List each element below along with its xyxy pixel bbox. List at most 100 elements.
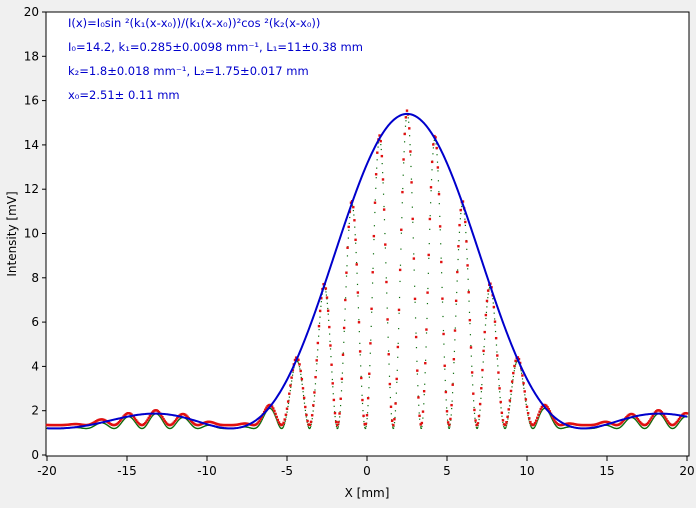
fit-point — [446, 407, 448, 409]
data-point — [494, 336, 498, 340]
data-point — [313, 391, 316, 394]
data-point — [394, 402, 397, 405]
fit-point — [357, 307, 360, 309]
fit-point — [509, 405, 511, 407]
fit-point — [146, 424, 148, 426]
data-point — [299, 369, 302, 373]
data-point — [499, 400, 502, 404]
fit-point — [455, 315, 457, 317]
fit-point — [399, 264, 402, 266]
fit-point — [389, 396, 392, 399]
fit-point — [483, 346, 485, 348]
x-axis: -20 -15 -10 -5 0 5 10 15 20 — [37, 456, 695, 478]
data-point — [304, 405, 307, 409]
data-point — [449, 417, 452, 421]
data-point — [524, 398, 528, 401]
fit-point — [162, 421, 164, 423]
fit-point — [273, 413, 275, 415]
fit-point — [488, 288, 490, 290]
fit-point — [467, 278, 469, 280]
data-point — [372, 234, 376, 238]
fit-point — [415, 347, 418, 349]
data-point — [545, 404, 548, 408]
fit-point — [540, 411, 542, 414]
data-point — [354, 238, 357, 242]
fit-point — [458, 239, 460, 242]
data-point — [675, 421, 678, 424]
fit-point — [145, 425, 147, 427]
fit-point — [388, 375, 391, 377]
fit-point — [346, 265, 348, 267]
fit-point — [313, 400, 315, 402]
fit-point — [539, 414, 541, 416]
fit-point — [523, 387, 525, 389]
fit-point — [358, 319, 360, 321]
fit-point — [498, 378, 500, 380]
fit-point — [676, 424, 679, 426]
data-point — [465, 240, 468, 243]
data-point — [410, 181, 413, 184]
fit-point — [524, 397, 526, 399]
fit-point — [482, 361, 484, 363]
fit-point — [325, 291, 327, 293]
data-point — [314, 375, 317, 379]
fit-point — [394, 410, 397, 412]
fit-point — [376, 167, 378, 169]
fit-point — [301, 383, 303, 385]
fit-point — [494, 318, 496, 320]
fit-point — [164, 424, 167, 426]
fit-point — [522, 381, 524, 383]
data-point — [425, 328, 428, 331]
fit-point — [483, 338, 486, 340]
data-point — [662, 414, 666, 417]
fit-point — [461, 205, 463, 208]
fit-point — [282, 426, 285, 428]
fit-point — [398, 296, 401, 299]
fit-point — [530, 426, 532, 428]
fit-point — [470, 344, 472, 347]
x-tick-label: 15 — [599, 464, 614, 478]
fit-point — [273, 412, 275, 414]
fit-point — [326, 298, 328, 300]
fit-point — [386, 307, 388, 309]
fit-point — [446, 419, 449, 421]
fit-point — [258, 424, 260, 426]
fit-point — [161, 418, 163, 421]
fit-point — [300, 373, 302, 375]
fit-point — [460, 212, 462, 215]
fit-point — [355, 242, 357, 244]
data-point — [402, 158, 405, 161]
fit-point — [366, 412, 369, 414]
fit-point — [287, 405, 289, 408]
fit-point — [665, 421, 667, 423]
fit-point — [409, 135, 411, 137]
fit-point — [260, 421, 262, 423]
data-point — [521, 374, 524, 377]
fit-point — [553, 422, 555, 424]
fit-point — [402, 174, 404, 176]
fit-point — [262, 417, 264, 419]
y-tick-label: 12 — [24, 182, 39, 196]
fit-point — [278, 425, 280, 427]
data-point — [522, 382, 525, 385]
fit-point — [541, 410, 543, 412]
fit-point — [408, 121, 410, 123]
data-point — [297, 358, 300, 362]
data-point — [277, 421, 281, 424]
fit-point — [445, 399, 447, 401]
fit-point — [390, 413, 392, 415]
fit-point — [410, 178, 413, 180]
fit-point — [307, 425, 309, 427]
data-point — [486, 289, 490, 292]
fit-point — [418, 412, 420, 414]
data-point — [349, 201, 353, 204]
fit-point — [298, 366, 301, 368]
fit-point — [446, 414, 448, 416]
data-point — [173, 419, 177, 423]
fit-point — [466, 248, 468, 250]
fit-point — [396, 369, 398, 371]
fit-point — [432, 147, 434, 149]
fit-point — [331, 378, 333, 381]
data-point — [461, 200, 465, 203]
fit-point — [506, 423, 508, 425]
